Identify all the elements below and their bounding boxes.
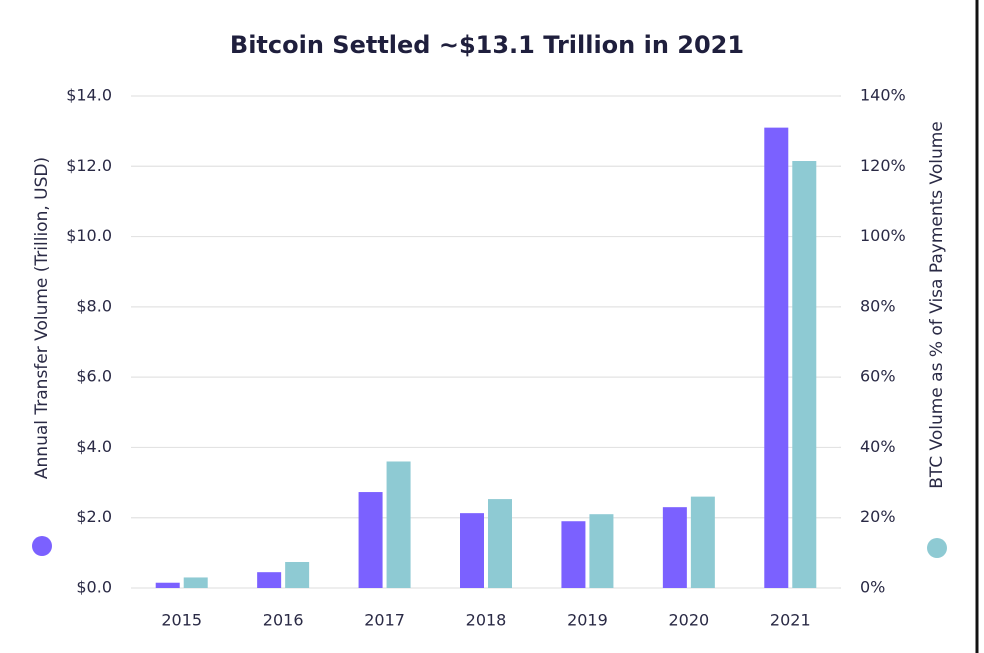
bar [386,461,411,588]
y2-tick-label: 0% [860,578,885,597]
bar [257,572,282,588]
y-tick-label: $14.0 [66,86,112,105]
x-tick-label: 2016 [263,611,304,630]
y-tick-label: $2.0 [76,507,112,526]
y-tick-label: $8.0 [76,296,112,315]
y-axis-label: Annual Transfer Volume (Trillion, USD) [32,157,52,479]
x-tick-label: 2019 [567,611,608,630]
x-tick-label: 2018 [466,611,507,630]
bar [358,492,383,588]
chart-title: Bitcoin Settled ~$13.1 Trillion in 2021 [230,31,744,59]
y2-tick-label: 100% [860,226,906,245]
x-tick-label: 2017 [364,611,405,630]
bar [561,521,586,588]
x-tick-label: 2020 [668,611,709,630]
legend-marker [927,538,947,558]
y2-tick-label: 40% [860,437,896,456]
y2-tick-label: 20% [860,507,896,526]
y-tick-label: $6.0 [76,367,112,386]
bar [662,507,687,588]
y-tick-label: $0.0 [76,578,112,597]
x-tick-label: 2021 [770,611,811,630]
bar [460,513,484,588]
x-tick-label: 2015 [161,611,202,630]
bar [183,577,208,588]
y2-tick-label: 60% [860,367,896,386]
y2-axis-label: BTC Volume as % of Visa Payments Volume [927,121,947,489]
bar [792,161,817,588]
bar [690,496,715,588]
legend-marker [32,536,52,556]
bar [285,561,310,588]
y2-tick-label: 120% [860,156,906,175]
y-tick-label: $12.0 [66,156,112,175]
bar [764,127,789,588]
y2-tick-label: 80% [860,296,896,315]
bar [589,514,614,588]
bar [488,499,512,588]
y2-tick-label: 140% [860,86,906,105]
y-tick-label: $4.0 [76,437,112,456]
y-tick-label: $10.0 [66,226,112,245]
bar [155,582,180,588]
